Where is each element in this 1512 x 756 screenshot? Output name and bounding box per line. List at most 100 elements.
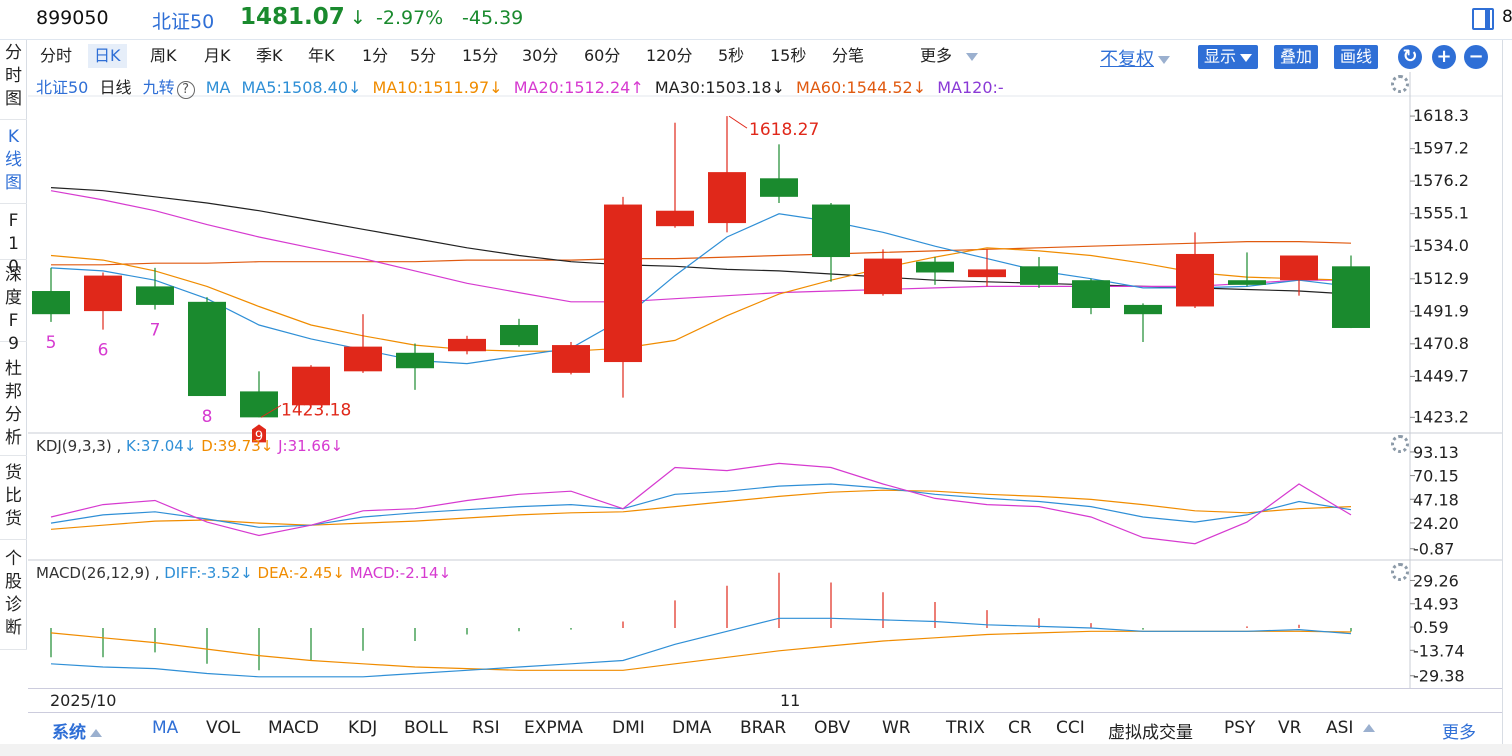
adjust-dropdown[interactable]: 不复权	[1100, 45, 1170, 71]
tab-more[interactable]: 更多	[1442, 723, 1476, 743]
period-tab[interactable]: 5秒	[718, 46, 745, 65]
candle-body	[188, 301, 226, 397]
stock-name[interactable]: 北证50	[152, 11, 215, 33]
tab-cr[interactable]: CR	[1008, 718, 1032, 738]
zoom-out-icon[interactable]: −	[1464, 45, 1488, 69]
tab-system[interactable]: 系统	[52, 718, 102, 743]
price-tick-label: 1555.1	[1413, 204, 1469, 223]
candle-body	[448, 338, 486, 352]
high-label: 1618.27	[749, 120, 819, 140]
macd-tick-label: 29.26	[1413, 571, 1459, 590]
date-label-oct: 2025/10	[50, 691, 117, 710]
tab-macd[interactable]: MACD	[268, 718, 319, 738]
macd-diff-line	[50, 617, 1352, 678]
period-tab[interactable]: 120分	[646, 46, 693, 65]
period-tab[interactable]: 分时	[40, 46, 73, 65]
sidebar-item-timeshare[interactable]: 分时图	[0, 40, 27, 120]
candle-body	[916, 261, 954, 273]
ma30-line	[50, 187, 1352, 295]
macd-tick-label: -13.74	[1413, 641, 1465, 660]
adjust-label: 不复权	[1100, 49, 1154, 70]
sidebar-item-compare[interactable]: 货比货	[0, 460, 27, 540]
nine-turn-label[interactable]: 九转	[142, 78, 175, 97]
period-tab[interactable]: 1分	[362, 46, 389, 65]
index-name: 北证50	[36, 78, 89, 97]
refresh-icon[interactable]: ↻	[1398, 45, 1422, 69]
sidebar-item-diagnosis[interactable]: 个股诊断	[0, 546, 27, 650]
tab-psy[interactable]: PSY	[1224, 718, 1256, 738]
period-tab[interactable]: 15分	[462, 46, 499, 65]
tab-trix[interactable]: TRIX	[946, 718, 985, 738]
period-tab[interactable]: 5分	[410, 46, 437, 65]
tab-dmi[interactable]: DMI	[612, 718, 645, 738]
tab-dma[interactable]: DMA	[672, 718, 712, 738]
kdj-tick-label: 47.18	[1413, 490, 1459, 509]
overlay-button[interactable]: 叠加	[1274, 45, 1319, 69]
tab-wr[interactable]: WR	[882, 718, 911, 738]
kdj-k-line	[50, 483, 1352, 528]
kdj-d: D:39.73↓	[201, 437, 274, 455]
date-axis: 2025/10 11	[28, 688, 1502, 712]
display-label: 显示	[1204, 47, 1237, 66]
zoom-in-icon[interactable]: +	[1432, 45, 1456, 69]
ma30-value: MA30:1503.18↓	[654, 78, 785, 97]
help-icon[interactable]: ?	[176, 81, 195, 99]
sidebar-item-f10[interactable]: F10	[0, 208, 27, 277]
candle-body	[1124, 304, 1162, 315]
panel-toggle-icon[interactable]	[1472, 8, 1494, 30]
tab-asi[interactable]: ASI	[1326, 718, 1376, 738]
nine-count: 6	[98, 341, 109, 361]
ma20-line	[50, 190, 1351, 303]
tab-vr[interactable]: VR	[1278, 718, 1302, 738]
sidebar-item-kline[interactable]: K线图	[0, 124, 27, 204]
more-label: 更多	[920, 46, 953, 65]
low-pointer	[260, 404, 282, 418]
right-edge-panel	[1502, 40, 1512, 744]
kdj-settings-gear-icon[interactable]	[1391, 435, 1409, 453]
edge-text: 8	[1502, 7, 1512, 27]
quote-header: 899050 北证50 1481.07 ↓ -2.97% -45.39 8	[0, 0, 1512, 40]
kdj-j: J:31.66↓	[278, 437, 344, 455]
ma60-line	[51, 241, 1352, 266]
chevron-down-icon	[966, 52, 979, 61]
period-tab[interactable]: 月K	[204, 46, 231, 65]
more-periods-dropdown[interactable]: 更多	[914, 44, 984, 68]
tab-ma[interactable]: MA	[152, 718, 179, 738]
tab-rsi[interactable]: RSI	[472, 718, 500, 738]
period-tab[interactable]: 周K	[150, 46, 177, 65]
tab-kdj[interactable]: KDJ	[348, 718, 378, 738]
period-tab[interactable]: 15秒	[770, 46, 807, 65]
period-tab-active[interactable]: 日K	[88, 44, 127, 68]
kdj-tick-label: 24.20	[1413, 514, 1459, 533]
chevron-up-icon	[1363, 724, 1376, 732]
period-tab[interactable]: 季K	[256, 46, 283, 65]
ma10-line	[50, 247, 1352, 352]
ma10-value: MA10:1511.97↓	[372, 78, 503, 97]
candle-body	[552, 345, 590, 373]
tab-cci[interactable]: CCI	[1056, 718, 1085, 738]
sidebar-item-dupont[interactable]: 杜邦分析	[0, 356, 27, 456]
draw-button[interactable]: 画线	[1334, 45, 1379, 69]
period-tab[interactable]: 30分	[522, 46, 559, 65]
candle-body	[1280, 255, 1318, 281]
sidebar-item-label: 个股诊断	[5, 549, 22, 638]
candle-body	[292, 366, 330, 406]
tab-vol[interactable]: VOL	[206, 718, 241, 738]
period-tab[interactable]: 60分	[584, 46, 621, 65]
sidebar-item-depth[interactable]: 深度F9	[0, 262, 27, 354]
candle-body	[1176, 253, 1214, 307]
tab-virtual-volume[interactable]: 虚拟成交量	[1108, 723, 1193, 743]
kdj-name: KDJ(9,3,3)	[36, 437, 112, 455]
tab-obv[interactable]: OBV	[814, 718, 851, 738]
macd-settings-gear-icon[interactable]	[1391, 563, 1409, 581]
main-settings-gear-icon[interactable]	[1391, 75, 1409, 93]
tab-brar[interactable]: BRAR	[740, 718, 787, 738]
display-button[interactable]: 显示	[1198, 45, 1259, 69]
period-tab[interactable]: 分笔	[832, 46, 865, 65]
tab-expma[interactable]: EXPMA	[524, 718, 583, 738]
tab-boll[interactable]: BOLL	[404, 718, 448, 738]
period-label: 日线	[99, 78, 132, 97]
candle-body	[812, 204, 850, 258]
period-tab[interactable]: 年K	[308, 46, 335, 65]
